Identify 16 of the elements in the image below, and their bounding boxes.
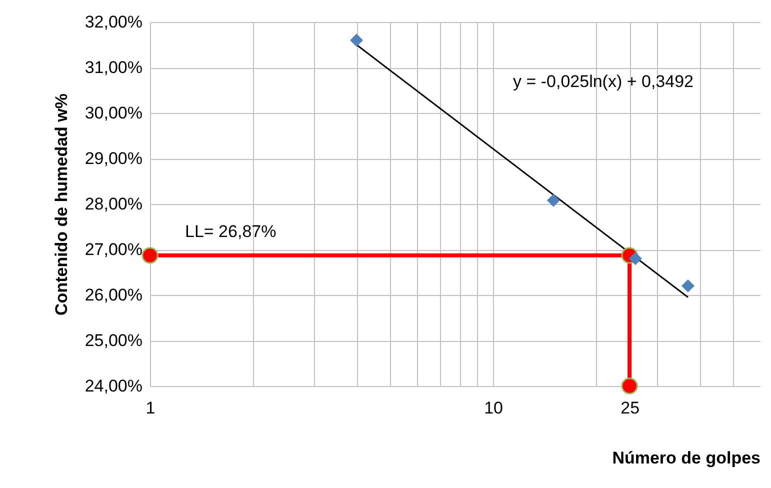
y-tick-label: 30,00% — [84, 104, 142, 122]
annotation: y = -0,025ln(x) + 0,3492 — [513, 72, 694, 91]
y-tick-label: 26,00% — [84, 286, 142, 304]
y-tick-label: 25,00% — [84, 331, 142, 350]
y-tick-label: 31,00% — [84, 58, 142, 77]
x-tick-label: 1 — [146, 398, 156, 418]
x-tick-label: 10 — [484, 398, 504, 418]
annotation: LL= 26,87% — [185, 222, 276, 241]
y-tick-label: 24,00% — [84, 376, 142, 396]
x-tick-label: 25 — [620, 398, 640, 418]
y-tick-label: 29,00% — [84, 149, 142, 168]
y-tick-label: 27,00% — [84, 240, 142, 259]
y-tick-label: 32,00% — [84, 12, 142, 32]
y-tick-label: 28,00% — [84, 194, 142, 214]
y-axis-title: Contenido de humedad w% — [52, 94, 71, 316]
x-axis-title: Número de golpes — [612, 448, 760, 468]
